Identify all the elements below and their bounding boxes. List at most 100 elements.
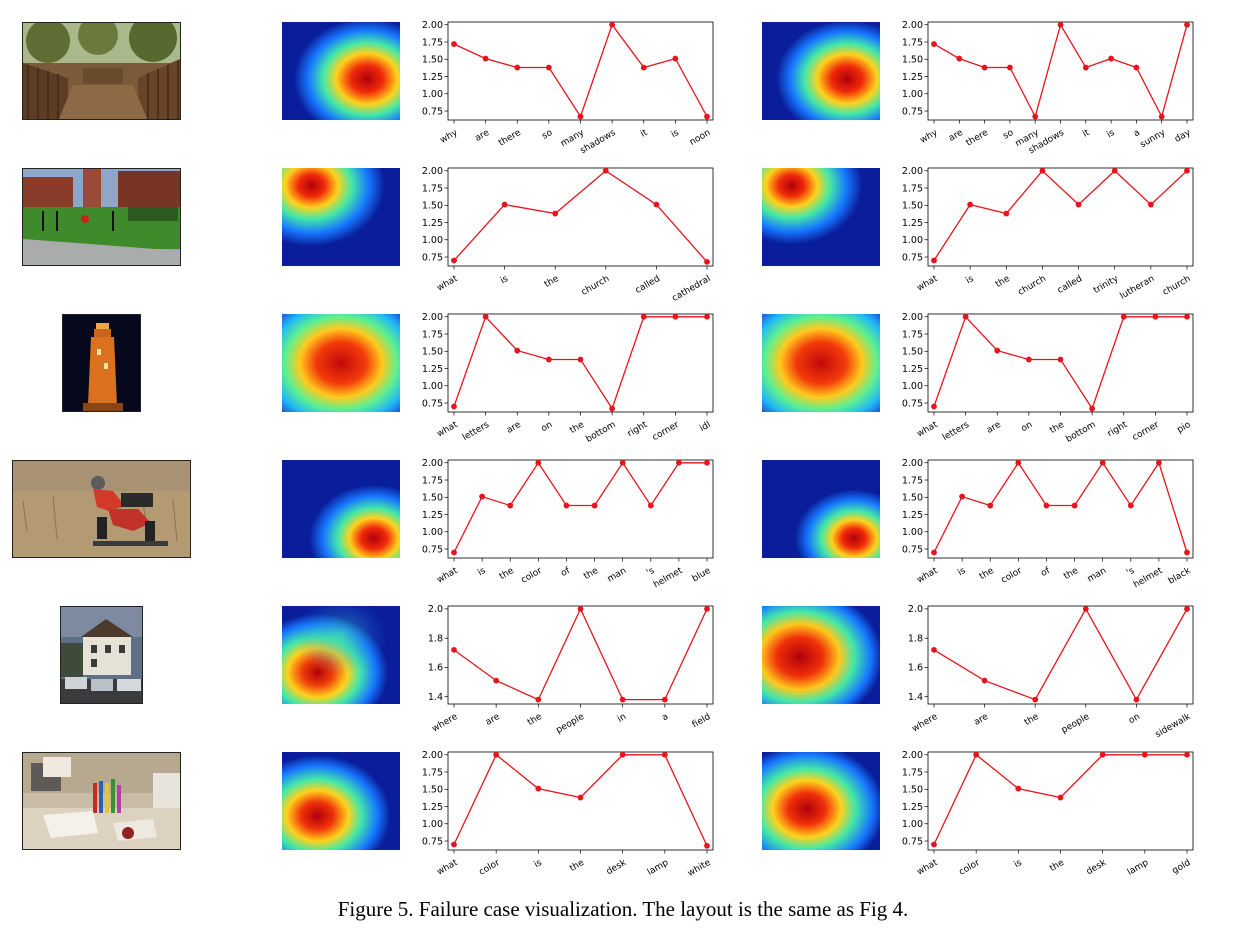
- x-tick-label: are: [484, 712, 502, 728]
- series-line: [453, 23, 708, 118]
- y-tick-label: 1.50: [902, 55, 923, 66]
- attention-heatmap-picture: [282, 606, 400, 704]
- y-tick-label: 0.75: [902, 106, 923, 117]
- y-tick-label: 1.50: [422, 493, 443, 504]
- axes-frame: [927, 167, 1194, 267]
- word-attention-plot: 0.75 1.00 1.25 1.50 1.75 2.00 what is the church c…: [422, 166, 714, 304]
- series-point: [959, 493, 966, 500]
- x-tick-label: church: [1161, 274, 1192, 298]
- word-attention-plot: 0.75 1.00 1.25 1.50 1.75 2.00 what letters are on…: [422, 312, 714, 445]
- series-point: [493, 751, 500, 758]
- series-point: [619, 751, 626, 758]
- y-tick-label: 1.25: [422, 802, 443, 813]
- series-point: [577, 606, 584, 612]
- series-point: [535, 459, 542, 466]
- x-tick-label: so: [541, 128, 555, 142]
- y-tick-label: 1.25: [902, 218, 923, 229]
- x-tick-label: is: [533, 858, 544, 870]
- y-tick-label: 1.75: [902, 37, 923, 48]
- attention-heatmap-picture: [762, 606, 880, 704]
- x-tick-label: the: [543, 274, 561, 290]
- input-image-tower: [62, 314, 141, 412]
- series-point: [451, 549, 457, 556]
- series-point: [981, 64, 988, 71]
- attention-map: [762, 22, 880, 120]
- y-tick-label: 1.00: [422, 819, 443, 830]
- y-tick-label: 0.75: [902, 398, 923, 409]
- series-line: [453, 461, 707, 553]
- x-tick-label: day: [1173, 128, 1193, 145]
- y-tick-label: 2.00: [422, 312, 443, 323]
- series-point: [1184, 313, 1190, 320]
- series-point: [1007, 64, 1013, 71]
- series-line: [933, 461, 1188, 553]
- series-point: [577, 794, 584, 801]
- series-point: [1032, 113, 1039, 120]
- y-tick-label: 1.50: [902, 347, 923, 358]
- y-tick-label: 1.75: [902, 767, 923, 778]
- input-image-boardwalk: [22, 22, 181, 120]
- x-tick-label: 's: [645, 566, 656, 578]
- series-point: [661, 751, 668, 758]
- x-tick-label: trinity: [1092, 274, 1121, 296]
- axes-frame: [927, 459, 1194, 559]
- x-tick-label: is: [964, 274, 975, 286]
- word-attention-plot: 1.4 1.6 1.8 2.0 where are the people in a field: [428, 604, 714, 736]
- x-tick-label: on: [1020, 420, 1035, 434]
- series-point: [482, 55, 489, 62]
- series-point: [931, 646, 937, 653]
- x-tick-label: so: [1002, 128, 1016, 142]
- series-point: [619, 696, 626, 703]
- series-point: [479, 493, 486, 500]
- x-tick-label: it: [1081, 128, 1092, 140]
- y-tick-label: 2.00: [422, 166, 443, 177]
- series-point: [661, 696, 668, 703]
- series-point: [1111, 167, 1118, 174]
- series-point: [1133, 64, 1140, 71]
- x-tick-label: the: [582, 566, 600, 582]
- attention-map: [762, 314, 880, 412]
- series-point: [451, 646, 457, 653]
- series-point: [1099, 459, 1106, 466]
- desk-picture: [23, 753, 180, 849]
- attention-heatmap-picture: [282, 752, 400, 850]
- x-tick-label: is: [1013, 858, 1024, 870]
- x-tick-label: black: [1167, 566, 1193, 587]
- y-tick-label: 0.75: [422, 398, 443, 409]
- x-tick-label: lamp: [1126, 858, 1151, 878]
- x-tick-label: what: [435, 858, 460, 878]
- x-tick-label: what: [435, 566, 460, 586]
- attention-map: [282, 314, 400, 412]
- attention-map: [282, 460, 400, 558]
- series-point: [931, 841, 937, 848]
- y-tick-label: 1.50: [902, 493, 923, 504]
- series-point: [1043, 502, 1050, 509]
- x-tick-label: are: [474, 128, 492, 144]
- y-tick-label: 1.50: [422, 785, 443, 796]
- y-tick-label: 1.50: [902, 785, 923, 796]
- series-point: [931, 549, 937, 556]
- x-tick-label: bottom: [1064, 420, 1097, 445]
- series-point: [1120, 313, 1127, 320]
- x-tick-label: are: [985, 420, 1003, 436]
- input-image-street: [60, 606, 143, 704]
- series-point: [987, 502, 994, 509]
- x-tick-label: helmet: [652, 566, 685, 591]
- y-tick-label: 1.00: [902, 819, 923, 830]
- attention-heatmap-picture: [762, 314, 880, 412]
- series-point: [482, 313, 489, 320]
- series-point: [1032, 696, 1039, 703]
- x-tick-label: the: [1048, 858, 1066, 874]
- x-tick-label: what: [915, 566, 940, 586]
- x-tick-label: letters: [461, 420, 491, 443]
- series-point: [591, 502, 598, 509]
- x-tick-label: the: [1023, 712, 1041, 728]
- series-point: [451, 257, 457, 264]
- y-tick-label: 1.25: [902, 510, 923, 521]
- x-tick-label: is: [499, 274, 510, 286]
- x-tick-label: white: [686, 858, 713, 879]
- x-tick-label: letters: [941, 420, 971, 443]
- skateboarder-picture: [13, 461, 190, 557]
- series-point: [1127, 502, 1134, 509]
